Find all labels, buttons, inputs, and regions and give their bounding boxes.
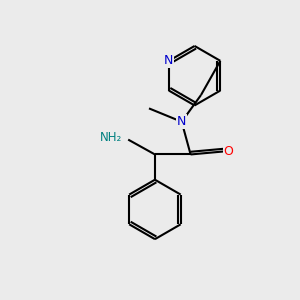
Text: O: O (224, 145, 234, 158)
Text: NH₂: NH₂ (100, 131, 122, 144)
Text: N: N (177, 115, 186, 128)
Text: N: N (164, 54, 173, 67)
